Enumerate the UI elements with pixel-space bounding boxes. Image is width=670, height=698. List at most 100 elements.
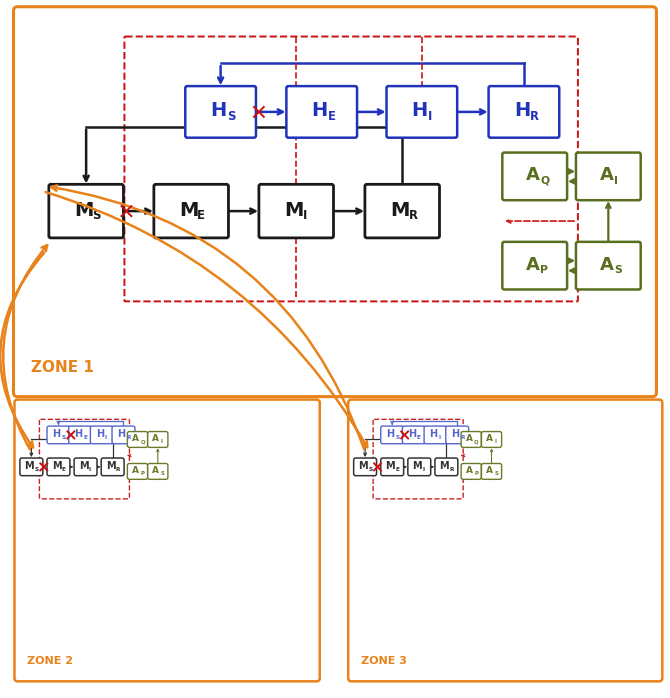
FancyBboxPatch shape <box>387 86 457 138</box>
Text: A: A <box>486 434 493 443</box>
FancyBboxPatch shape <box>13 7 657 396</box>
Text: M: M <box>180 200 199 220</box>
FancyBboxPatch shape <box>147 431 168 447</box>
Text: H: H <box>117 429 125 439</box>
Text: I: I <box>422 467 425 472</box>
Text: S: S <box>614 265 622 275</box>
Text: R: R <box>460 435 465 440</box>
Text: E: E <box>417 435 421 440</box>
Text: M: M <box>285 200 304 220</box>
FancyBboxPatch shape <box>286 86 357 138</box>
Text: H: H <box>408 429 416 439</box>
FancyBboxPatch shape <box>90 426 113 444</box>
Text: A: A <box>152 466 159 475</box>
FancyBboxPatch shape <box>482 431 502 447</box>
FancyBboxPatch shape <box>69 426 92 444</box>
Text: M: M <box>74 200 94 220</box>
FancyBboxPatch shape <box>127 463 147 480</box>
FancyBboxPatch shape <box>424 426 447 444</box>
Text: R: R <box>450 467 454 472</box>
Text: H: H <box>386 429 394 439</box>
FancyBboxPatch shape <box>502 242 567 290</box>
FancyBboxPatch shape <box>408 458 431 475</box>
Text: H: H <box>514 101 530 121</box>
Text: H: H <box>412 101 428 121</box>
FancyBboxPatch shape <box>49 184 123 238</box>
FancyBboxPatch shape <box>461 463 481 480</box>
Text: A: A <box>132 466 139 475</box>
Text: I: I <box>439 435 441 440</box>
FancyBboxPatch shape <box>446 426 468 444</box>
FancyBboxPatch shape <box>488 86 559 138</box>
Text: S: S <box>92 209 100 223</box>
Text: A: A <box>526 166 540 184</box>
Text: R: R <box>127 435 131 440</box>
FancyBboxPatch shape <box>74 458 97 475</box>
Text: H: H <box>312 101 328 121</box>
Text: H: H <box>429 429 438 439</box>
FancyBboxPatch shape <box>47 458 70 475</box>
FancyBboxPatch shape <box>147 463 168 480</box>
FancyBboxPatch shape <box>576 242 641 290</box>
FancyBboxPatch shape <box>381 458 403 475</box>
Text: I: I <box>88 467 90 472</box>
Text: I: I <box>428 110 432 124</box>
FancyBboxPatch shape <box>354 458 377 475</box>
FancyBboxPatch shape <box>47 426 70 444</box>
Text: S: S <box>227 110 235 124</box>
Text: M: M <box>391 200 410 220</box>
FancyBboxPatch shape <box>435 458 458 475</box>
Text: R: R <box>409 209 417 223</box>
FancyBboxPatch shape <box>381 426 403 444</box>
Text: S: S <box>494 471 498 476</box>
FancyBboxPatch shape <box>20 458 43 475</box>
Text: H: H <box>210 101 226 121</box>
Text: S: S <box>161 471 165 476</box>
Text: M: M <box>79 461 88 471</box>
Text: I: I <box>105 435 107 440</box>
Text: I: I <box>161 439 163 444</box>
Text: H: H <box>451 429 460 439</box>
Text: M: M <box>413 461 422 471</box>
Text: A: A <box>152 434 159 443</box>
Text: R: R <box>530 110 539 124</box>
Text: H: H <box>74 429 82 439</box>
FancyBboxPatch shape <box>15 399 320 681</box>
Text: M: M <box>385 461 395 471</box>
Text: ZONE 3: ZONE 3 <box>361 656 407 667</box>
Text: ZONE 2: ZONE 2 <box>27 656 73 667</box>
FancyBboxPatch shape <box>365 184 440 238</box>
Text: A: A <box>526 255 540 274</box>
FancyBboxPatch shape <box>127 431 147 447</box>
Text: I: I <box>614 176 618 186</box>
Text: M: M <box>52 461 62 471</box>
Text: P: P <box>474 471 478 476</box>
Text: Q: Q <box>140 439 145 444</box>
Text: E: E <box>328 110 336 124</box>
Text: S: S <box>34 467 39 472</box>
Text: I: I <box>302 209 307 223</box>
Text: S: S <box>369 467 373 472</box>
Text: E: E <box>62 467 66 472</box>
Text: A: A <box>466 434 473 443</box>
FancyBboxPatch shape <box>186 86 256 138</box>
Text: M: M <box>106 461 115 471</box>
FancyBboxPatch shape <box>154 184 228 238</box>
Text: A: A <box>600 166 613 184</box>
Text: Q: Q <box>541 176 549 186</box>
Text: E: E <box>395 467 399 472</box>
Text: A: A <box>132 434 139 443</box>
Text: A: A <box>486 466 493 475</box>
FancyBboxPatch shape <box>348 399 663 681</box>
FancyBboxPatch shape <box>461 431 481 447</box>
Text: E: E <box>198 209 205 223</box>
Text: R: R <box>116 467 120 472</box>
FancyBboxPatch shape <box>112 426 135 444</box>
Text: M: M <box>25 461 34 471</box>
Text: E: E <box>83 435 87 440</box>
FancyBboxPatch shape <box>502 153 567 200</box>
Text: Q: Q <box>474 439 478 444</box>
Text: A: A <box>600 255 613 274</box>
Text: P: P <box>541 265 549 275</box>
Text: M: M <box>440 461 449 471</box>
